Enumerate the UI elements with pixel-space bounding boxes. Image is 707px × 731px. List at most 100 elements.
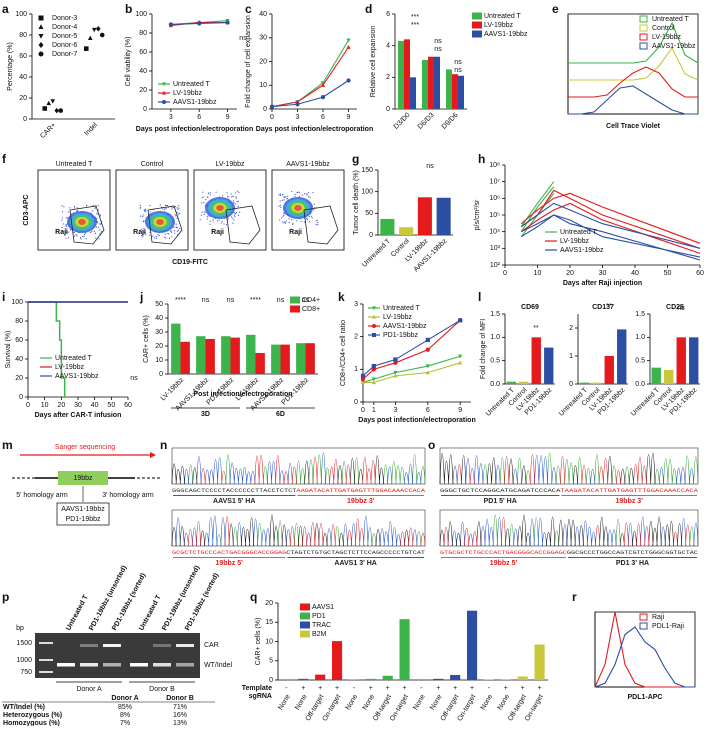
event-dot xyxy=(232,223,233,224)
event-dot xyxy=(205,199,206,200)
event-dot xyxy=(201,202,202,203)
x-tick-label: CAR+ xyxy=(39,122,57,140)
template-label: - xyxy=(488,685,491,692)
y-tick-label: 40 xyxy=(139,68,147,75)
x-tick-label: 3 xyxy=(296,114,300,121)
event-dot xyxy=(173,227,174,228)
event-dot xyxy=(307,219,308,220)
event-dot xyxy=(232,196,233,197)
trace xyxy=(176,516,417,546)
y-tick-label: 15 xyxy=(265,619,273,626)
event-dot xyxy=(235,203,236,204)
line xyxy=(521,187,554,232)
event-dot xyxy=(280,200,281,201)
bar xyxy=(196,336,205,374)
bar xyxy=(296,343,305,374)
y-tick-label: 60 xyxy=(19,53,27,60)
event-dot xyxy=(176,223,177,224)
sgrna-label: None xyxy=(412,693,426,711)
marker xyxy=(321,95,325,99)
event-dot xyxy=(149,205,150,206)
legend-marker xyxy=(39,52,44,57)
event-dot xyxy=(291,219,292,220)
template-label: - xyxy=(420,685,423,692)
gel-band xyxy=(80,644,98,647)
template-label: + xyxy=(470,685,474,692)
y-tick-label: 10² xyxy=(490,262,501,269)
legend-label: PDL1-Raji xyxy=(652,623,684,630)
legend-label: LV-19bbz xyxy=(560,238,590,245)
bar xyxy=(664,370,673,384)
x-tick-label: 0 xyxy=(26,402,30,409)
bar xyxy=(689,337,698,384)
event-dot xyxy=(76,211,77,212)
event-dot xyxy=(287,196,288,197)
lane-label: Untreated T xyxy=(138,594,163,632)
event-dot xyxy=(86,238,87,239)
y-tick-label: 2 xyxy=(354,334,358,341)
event-dot xyxy=(282,200,283,201)
y-tick-label: 100 xyxy=(15,11,27,18)
event-dot xyxy=(175,206,176,207)
annotation: *** xyxy=(411,14,419,21)
legend-marker xyxy=(372,324,376,328)
density xyxy=(78,219,86,225)
event-dot xyxy=(233,202,234,203)
x-tick-label: 0 xyxy=(503,270,507,277)
gel xyxy=(35,633,200,678)
event-dot xyxy=(201,212,202,213)
y-tick-label: 1.0 xyxy=(490,334,500,341)
event-dot xyxy=(279,206,280,207)
sequence-segment: GGGCTGCTCCAGGCATGCAGATCCCACA xyxy=(440,487,561,494)
annotation: ns xyxy=(130,375,138,382)
x-tick-label: 0 xyxy=(361,407,365,414)
x-axis-label: Days after CAR-T infusion xyxy=(35,412,122,419)
bar xyxy=(231,338,240,374)
sequence-segment: CTAGTCTGTGCTAGCTCTTCCAGCCCCCTGTCAT xyxy=(286,549,426,556)
bar xyxy=(298,679,308,680)
bar xyxy=(399,227,413,235)
event-dot xyxy=(144,209,145,210)
x-tick-label: 3 xyxy=(393,407,397,414)
event-dot xyxy=(308,192,309,193)
event-dot xyxy=(312,192,313,193)
event-dot xyxy=(66,224,67,225)
bar xyxy=(507,382,516,384)
legend-label: Untreated T xyxy=(652,16,690,23)
ladder-band xyxy=(39,642,53,644)
event-dot xyxy=(92,210,93,211)
y-tick-label: 20 xyxy=(139,87,147,94)
annotation: ns xyxy=(277,297,285,304)
annotation: ns xyxy=(454,59,462,66)
event-dot xyxy=(74,207,75,208)
line xyxy=(521,215,700,257)
y-tick-label: 40 xyxy=(259,11,267,18)
y-tick-label: 0 xyxy=(19,394,23,401)
annotation: ** xyxy=(606,303,612,310)
event-dot xyxy=(283,212,284,213)
y-tick-label: 10 xyxy=(155,357,163,364)
event-dot xyxy=(222,195,223,196)
event-dot xyxy=(171,208,172,209)
event-dot xyxy=(281,217,282,218)
x-tick-label: 20 xyxy=(57,402,65,409)
y-tick-label: 40 xyxy=(155,315,163,322)
sequence-segment: AAGATACATTGATGAGTTTGGACAAACCACA xyxy=(296,487,425,494)
legend-label: AAVS1-19bbz xyxy=(484,31,528,38)
unit-label: bp xyxy=(16,625,24,632)
annotation: ns xyxy=(426,163,434,170)
event-dot xyxy=(100,224,101,225)
trace-frame xyxy=(440,510,698,546)
panel-title: AAVS1-19bbz xyxy=(286,161,330,168)
event-dot xyxy=(179,228,180,229)
legend-swatch xyxy=(290,297,300,304)
event-dot xyxy=(289,222,290,223)
x-tick-label: 9 xyxy=(347,114,351,121)
event-dot xyxy=(314,204,315,205)
event-dot xyxy=(223,223,224,224)
event-dot xyxy=(202,197,203,198)
template-label: + xyxy=(436,685,440,692)
event-dot xyxy=(95,238,96,239)
event-dot xyxy=(165,205,166,206)
